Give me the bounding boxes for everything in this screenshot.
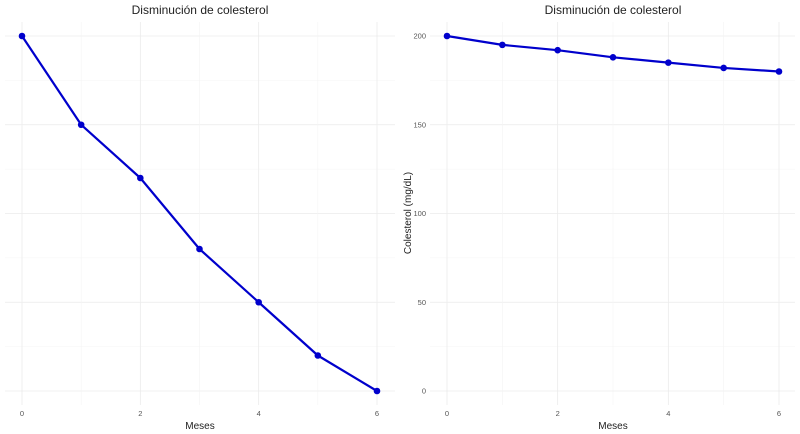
x-tick-label: 4 <box>666 409 670 418</box>
data-point <box>255 298 262 306</box>
data-point <box>18 32 26 40</box>
data-point <box>609 54 617 61</box>
data-point <box>196 245 203 253</box>
x-tick-label: 2 <box>138 409 142 418</box>
data-point <box>373 387 381 395</box>
y-tick-label: 100 <box>413 209 426 218</box>
y-tick-label: 50 <box>418 298 426 307</box>
x-tick-label: 2 <box>556 409 560 418</box>
data-point <box>137 174 144 182</box>
y-tick-label: 150 <box>413 120 426 129</box>
right-chart-title: Disminución de colesterol <box>545 3 682 17</box>
gridlines <box>5 22 395 405</box>
x-tick-label: 6 <box>375 409 379 418</box>
x-tick-label: 0 <box>445 409 449 418</box>
left-x-axis-label: Meses <box>185 421 214 432</box>
y-tick-label: 0 <box>422 387 426 396</box>
data-point <box>443 32 451 40</box>
right-chart-panel: Disminución de colesterol Meses Colester… <box>403 3 795 432</box>
right-y-axis-label: Colesterol (mg/dL) <box>403 172 414 254</box>
data-point <box>665 59 672 66</box>
left-chart-title: Disminución de colesterol <box>132 3 269 17</box>
x-tick-label: 0 <box>20 409 24 418</box>
data-point <box>314 352 322 359</box>
y-tick-label: 200 <box>413 32 426 41</box>
data-point <box>554 46 561 54</box>
right-x-axis-label: Meses <box>598 421 627 432</box>
x-tick-label: 4 <box>257 409 261 418</box>
left-chart-panel: Disminución de colesterol Meses 0 2 4 6 <box>5 3 395 432</box>
gridlines <box>430 22 795 405</box>
data-point <box>77 121 85 129</box>
data-point <box>775 68 783 75</box>
x-tick-label: 6 <box>777 409 781 418</box>
data-point <box>499 41 506 49</box>
data-point <box>720 64 727 72</box>
